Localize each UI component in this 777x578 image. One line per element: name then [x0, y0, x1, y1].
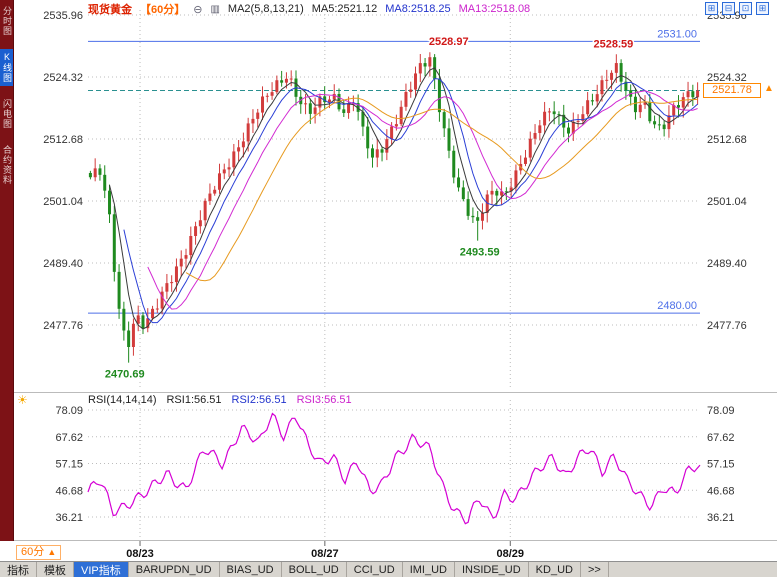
- ma-lines: [109, 67, 698, 330]
- toolbar-tab-0[interactable]: 指标: [0, 562, 37, 577]
- x-axis-date: 08/29: [497, 548, 525, 560]
- rsi-axis-label-left: 67.62: [55, 432, 83, 444]
- sidebar-item-3[interactable]: 合约资料: [2, 145, 12, 185]
- chart-header: 现货黄金 【60分】 ⊖ ▥ MA2(5,8,13,21) MA5:2521.1…: [88, 1, 530, 17]
- price-annotation: 2528.97: [429, 36, 469, 48]
- rsi-line: [87, 412, 701, 525]
- toolbar-tab-4[interactable]: BIAS_UD: [220, 562, 282, 577]
- timeframe-label: 【60分】: [140, 4, 186, 16]
- period-selector[interactable]: 60分 ▲: [16, 545, 62, 560]
- y-axis-label-right: 2512.68: [707, 134, 747, 146]
- chart-type-sidebar: 分时图 K线图闪电图合约资料: [0, 0, 14, 541]
- ma5-value: MA5:2521.12: [311, 3, 378, 15]
- x-axis-date: 08/23: [126, 548, 154, 560]
- y-axis-label-left: 2501.04: [43, 196, 83, 208]
- symbol-title: 现货黄金: [88, 4, 132, 16]
- y-axis-label-right: 2501.04: [707, 196, 747, 208]
- ma21-line: [185, 97, 698, 282]
- layout-icon-group: ⊞ ⊟ ⊡ ⊞: [705, 2, 769, 15]
- rsi2-value: RSI2:56.51: [231, 394, 287, 406]
- period-arrow-icon: ▲: [47, 547, 57, 557]
- layout-grid-icon-4[interactable]: ⊞: [756, 2, 769, 15]
- rsi-axis-label-right: 78.09: [707, 405, 735, 417]
- rsi-axis-label-right: 46.68: [707, 485, 735, 497]
- ma-group-label: MA2(5,8,13,21): [227, 3, 304, 15]
- toolbar-tab-9[interactable]: KD_UD: [529, 562, 581, 577]
- ma8-value: MA8:2518.25: [385, 3, 451, 15]
- indicator-tab-bar: 指标 模板 VIP指标 BARUPDN_UD BIAS_UD BOLL_UD CCI_UD I…: [0, 561, 777, 577]
- sidebar-item-2[interactable]: 闪电图: [2, 99, 12, 129]
- y-axis-label-right: 2477.76: [707, 320, 747, 332]
- price-level-label: 2531.00: [657, 28, 697, 40]
- toolbar-tab-5[interactable]: BOLL_UD: [282, 562, 347, 577]
- toolbar-tab-8[interactable]: INSIDE_UD: [455, 562, 529, 577]
- rsi-axis-label-right: 36.21: [707, 512, 735, 524]
- ma8-line: [123, 77, 698, 324]
- ma5-line: [109, 67, 698, 330]
- y-axis-label-right: 2489.40: [707, 258, 747, 270]
- rsi-axis-label-right: 67.62: [707, 432, 735, 444]
- rsi3-value: RSI3:56.51: [296, 394, 352, 406]
- rsi-axis-label-left: 57.15: [55, 459, 83, 471]
- ma13-line: [147, 90, 698, 310]
- current-price-label: 2521.78: [712, 83, 752, 96]
- toolbar-tab-6[interactable]: CCI_UD: [347, 562, 403, 577]
- current-price-box: 2521.78: [703, 82, 761, 98]
- price-annotation: 2528.59: [593, 38, 633, 50]
- layout-grid-icon-2[interactable]: ⊟: [722, 2, 735, 15]
- price-annotation: 2470.69: [105, 369, 145, 381]
- toolbar-tab-7[interactable]: IMI_UD: [403, 562, 455, 577]
- x-axis-date: 08/27: [311, 548, 339, 560]
- rsi-axis-label-right: 57.15: [707, 459, 735, 471]
- rsi-axis-label-left: 36.21: [55, 512, 83, 524]
- y-axis-label-left: 2524.32: [43, 72, 83, 84]
- rsi-name-label: RSI(14,14,14): [88, 394, 157, 406]
- toolbar-tab-10[interactable]: >>: [581, 562, 609, 577]
- y-axis-label-left: 2477.76: [43, 320, 83, 332]
- price-level-label: 2480.00: [657, 300, 697, 312]
- rsi-axis-label-left: 46.68: [55, 485, 83, 497]
- ma13-value: MA13:2518.08: [458, 3, 531, 15]
- price-up-arrow-icon: ▲: [764, 82, 774, 94]
- y-axis-label-left: 2535.96: [43, 10, 83, 22]
- rsi-axis-label-left: 78.09: [55, 405, 83, 417]
- y-axis-label-right: 2524.32: [707, 72, 747, 84]
- rsi1-value: RSI1:56.51: [166, 394, 222, 406]
- indicator-menu-icon[interactable]: ⊖: [193, 3, 203, 16]
- sidebar-item-0[interactable]: 分时图: [2, 6, 12, 36]
- y-axis-label-left: 2512.68: [43, 134, 83, 146]
- layout-grid-icon-1[interactable]: ⊞: [705, 2, 718, 15]
- sidebar-item-1[interactable]: K线图: [0, 49, 13, 86]
- rsi-panel-icon[interactable]: ☀: [17, 393, 28, 407]
- rsi-header: RSI(14,14,14) RSI1:56.51 RSI2:56.51 RSI3…: [88, 394, 352, 406]
- toolbar-tab-2[interactable]: VIP指标: [74, 562, 129, 577]
- ma-settings-icon: ▥: [210, 3, 220, 15]
- layout-grid-icon-3[interactable]: ⊡: [739, 2, 752, 15]
- price-annotation: 2493.59: [460, 247, 500, 259]
- candles: [88, 52, 700, 363]
- y-axis-label-left: 2489.40: [43, 258, 83, 270]
- toolbar-tab-1[interactable]: 模板: [37, 562, 74, 577]
- period-label: 60分: [21, 546, 45, 558]
- toolbar-tab-3[interactable]: BARUPDN_UD: [129, 562, 220, 577]
